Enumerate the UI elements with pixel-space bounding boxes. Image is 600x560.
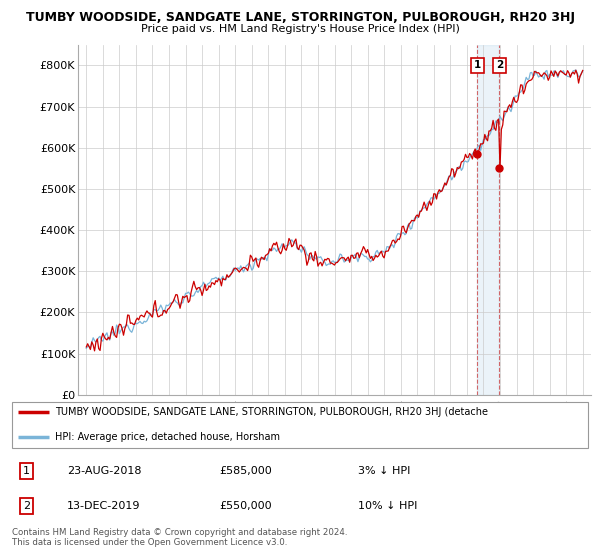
Text: £585,000: £585,000	[220, 466, 272, 476]
FancyBboxPatch shape	[12, 402, 588, 448]
Text: 1: 1	[23, 466, 30, 476]
Text: TUMBY WOODSIDE, SANDGATE LANE, STORRINGTON, PULBOROUGH, RH20 3HJ (detache: TUMBY WOODSIDE, SANDGATE LANE, STORRINGT…	[55, 407, 488, 417]
Text: HPI: Average price, detached house, Horsham: HPI: Average price, detached house, Hors…	[55, 432, 280, 441]
Text: 2: 2	[496, 60, 503, 71]
Text: 2: 2	[23, 501, 30, 511]
Text: Price paid vs. HM Land Registry's House Price Index (HPI): Price paid vs. HM Land Registry's House …	[140, 24, 460, 34]
Text: TUMBY WOODSIDE, SANDGATE LANE, STORRINGTON, PULBOROUGH, RH20 3HJ: TUMBY WOODSIDE, SANDGATE LANE, STORRINGT…	[25, 11, 575, 24]
Text: 23-AUG-2018: 23-AUG-2018	[67, 466, 141, 476]
Text: 3% ↓ HPI: 3% ↓ HPI	[358, 466, 410, 476]
Text: Contains HM Land Registry data © Crown copyright and database right 2024.
This d: Contains HM Land Registry data © Crown c…	[12, 528, 347, 547]
Text: 10% ↓ HPI: 10% ↓ HPI	[358, 501, 417, 511]
Text: 13-DEC-2019: 13-DEC-2019	[67, 501, 140, 511]
Bar	[478, 45, 499, 395]
Text: £550,000: £550,000	[220, 501, 272, 511]
Text: 1: 1	[474, 60, 481, 71]
